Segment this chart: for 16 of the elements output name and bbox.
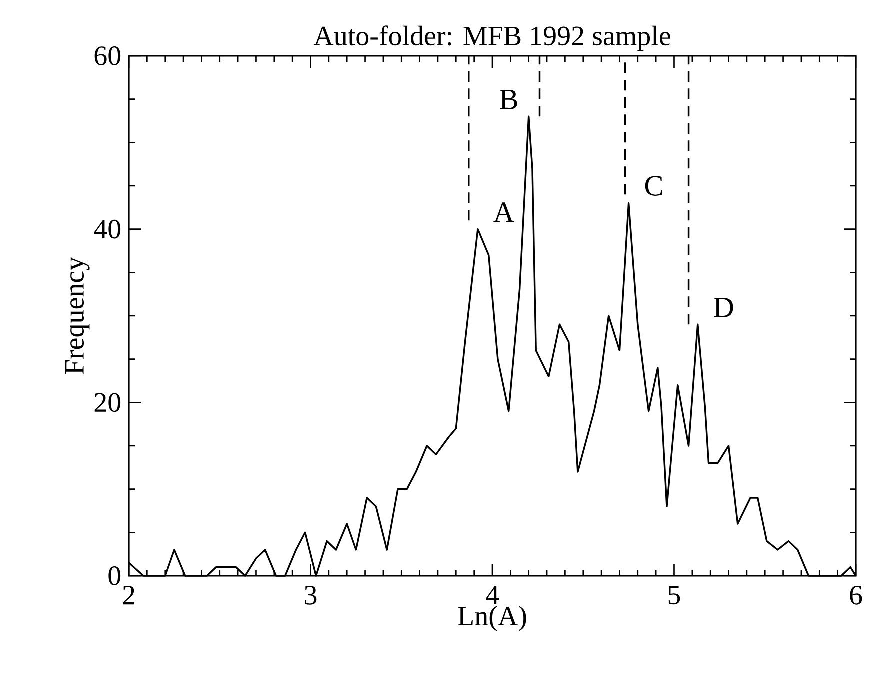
x-tick-label: 4 — [486, 586, 500, 604]
y-axis-title: Frequency — [65, 257, 90, 374]
chart-title: Auto-folder: MFB 1992 sample — [314, 26, 670, 52]
x-axis-title: Ln(A) — [458, 606, 526, 632]
annotation: B — [500, 90, 518, 110]
annotation: C — [645, 176, 662, 196]
x-tick-label: 6 — [850, 586, 862, 605]
y-tick-label: 40 — [94, 220, 121, 239]
x-tick-label: 5 — [668, 586, 680, 605]
x-tick-label: 2 — [123, 586, 134, 605]
y-tick-label: 60 — [94, 46, 121, 66]
x-tick-label: 3 — [305, 586, 317, 605]
annotation: A — [494, 202, 514, 222]
y-tick-label: 20 — [94, 393, 121, 412]
y-tick-label: 0 — [108, 566, 121, 586]
annotation: D — [714, 298, 734, 318]
